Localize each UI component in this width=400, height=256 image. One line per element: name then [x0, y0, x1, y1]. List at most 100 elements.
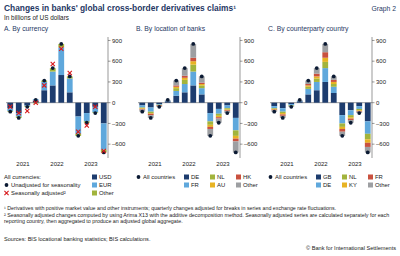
bar: [271, 106, 277, 108]
bar: [216, 116, 222, 117]
legend-label: All countries: [275, 174, 307, 180]
marker-x: [17, 111, 21, 115]
marker-dot: [25, 105, 29, 109]
y-tick: [372, 81, 375, 82]
bar: [331, 82, 337, 84]
bar: [365, 143, 371, 147]
marker-dot: [191, 42, 195, 46]
bar: [148, 103, 154, 108]
marker-dot: [183, 66, 187, 70]
marker-dot: [174, 79, 178, 83]
bar: [182, 78, 188, 80]
y-axis: [372, 37, 373, 158]
marker-dot: [225, 111, 229, 115]
legend: All countriesGBDENLKYFROther: [269, 174, 390, 188]
bar: [199, 94, 205, 102]
marker-dot: [76, 134, 80, 138]
panel-title: B. By location of banks: [136, 25, 206, 33]
legend-swatch: [92, 183, 97, 188]
y-tick-label: –600: [244, 141, 258, 147]
bar: [224, 103, 230, 106]
bar: [233, 118, 239, 130]
legend-marker: [5, 183, 9, 187]
bar: [339, 123, 345, 126]
legend-label: GB: [323, 174, 332, 180]
marker-dot: [340, 134, 344, 138]
legend-label: Unadjusted for seasonality: [11, 182, 80, 188]
bar: [190, 44, 196, 58]
bar: [173, 88, 179, 91]
y-tick: [372, 144, 375, 145]
marker-dot: [234, 151, 238, 155]
x-tick-label: 2023: [84, 161, 98, 167]
marker-dot: [42, 79, 46, 83]
marker-x: [25, 109, 29, 113]
y-tick: [240, 61, 243, 62]
plot-area: [271, 42, 370, 154]
marker-x: [34, 101, 38, 105]
legend-swatch: [368, 183, 373, 188]
legend-label: AU: [217, 182, 225, 188]
source: Sources: BIS locational banking statisti…: [4, 236, 150, 242]
marker-dot: [166, 98, 170, 102]
bar: [156, 102, 162, 103]
marker-x: [8, 105, 12, 109]
bar: [348, 117, 354, 118]
bar: [139, 108, 145, 110]
panel: A. By currency–600–300030060090020212022…: [4, 25, 126, 196]
y-tick-label: 600: [376, 58, 387, 64]
graph-label: Graph 2: [371, 5, 396, 13]
x-tick-label: 2021: [148, 161, 162, 167]
marker-dot: [323, 42, 327, 46]
marker-dot: [217, 121, 221, 125]
marker-dot: [93, 111, 97, 115]
legend: All countriesDEFRNLAUHKOther: [137, 174, 258, 188]
bar: [271, 103, 277, 106]
legend-label: FR: [375, 174, 383, 180]
y-tick-label: –600: [112, 141, 126, 147]
bar: [173, 87, 179, 88]
bar: [207, 103, 213, 113]
legend-swatch: [342, 175, 347, 180]
bar: [182, 76, 188, 78]
y-tick-label: 900: [112, 38, 123, 44]
bar: [314, 90, 320, 102]
marker-x: [42, 83, 46, 87]
marker-dot: [208, 134, 212, 138]
marker-dot: [8, 110, 12, 114]
bar: [365, 121, 371, 133]
bar: [348, 119, 354, 120]
bar: [139, 105, 145, 107]
plot-area: [7, 42, 106, 154]
bar: [339, 127, 345, 129]
bar: [216, 117, 222, 118]
bar: [148, 113, 154, 115]
bar: [156, 103, 162, 104]
legend-swatch: [342, 183, 347, 188]
bar: [67, 78, 73, 92]
x-tick-label: 2021: [16, 161, 30, 167]
y-tick: [372, 61, 375, 62]
copyright: © Bank for International Settlements: [306, 245, 396, 251]
marker-dot: [349, 121, 353, 125]
legend-swatch: [210, 183, 215, 188]
bar: [216, 114, 222, 116]
footnote: ² Seasonally adjusted changes computed b…: [4, 212, 396, 225]
bar: [7, 103, 13, 109]
bar: [199, 83, 205, 84]
legend-marker: [269, 175, 273, 179]
panel-title: A. By currency: [4, 25, 49, 33]
bar: [280, 113, 286, 114]
bar: [356, 106, 362, 109]
y-tick-label: 300: [112, 79, 123, 85]
bar: [190, 61, 196, 64]
bar: [288, 103, 294, 104]
y-tick-label: 300: [244, 79, 255, 85]
bar: [101, 103, 107, 124]
y-tick: [372, 40, 375, 41]
legend-label: USD: [99, 174, 111, 180]
bar: [207, 113, 213, 121]
bar: [75, 103, 81, 117]
bar: [173, 85, 179, 86]
marker-dot: [306, 79, 310, 83]
